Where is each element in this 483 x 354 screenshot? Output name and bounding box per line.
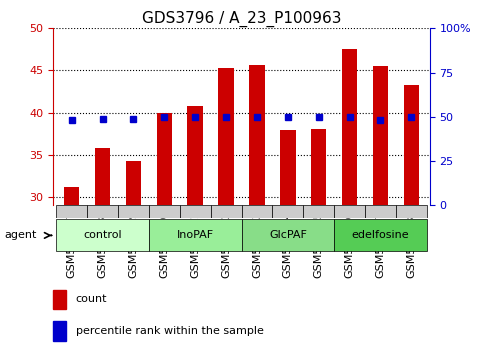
Text: edelfosine: edelfosine (352, 230, 409, 240)
Bar (365, 205, 396, 218)
Bar (272, 205, 303, 218)
Bar (149, 219, 242, 251)
Text: GlcPAF: GlcPAF (269, 230, 307, 240)
Bar (396, 205, 427, 218)
Bar (156, 113, 172, 354)
Bar (404, 85, 419, 354)
Bar (334, 219, 427, 251)
Bar (249, 64, 265, 354)
Bar (56, 219, 149, 251)
Bar (53, 321, 66, 341)
Bar (311, 130, 327, 354)
Bar (149, 205, 180, 218)
Text: count: count (76, 294, 107, 304)
Bar (303, 205, 334, 218)
Bar (87, 205, 118, 218)
Bar (242, 219, 334, 251)
Bar (53, 290, 66, 309)
Bar (242, 205, 272, 218)
Bar (64, 187, 79, 354)
Bar (342, 48, 357, 354)
Bar (211, 205, 242, 218)
Text: agent: agent (5, 230, 37, 240)
Bar (126, 161, 141, 354)
Bar (118, 205, 149, 218)
Bar (187, 106, 203, 354)
Text: control: control (83, 230, 122, 240)
Bar (334, 205, 365, 218)
Bar (218, 68, 234, 354)
Text: percentile rank within the sample: percentile rank within the sample (76, 326, 264, 336)
Bar (373, 66, 388, 354)
Bar (180, 205, 211, 218)
Text: InoPAF: InoPAF (177, 230, 214, 240)
Bar (56, 205, 87, 218)
Title: GDS3796 / A_23_P100963: GDS3796 / A_23_P100963 (142, 11, 341, 27)
Bar (95, 148, 110, 354)
Bar (280, 130, 296, 354)
